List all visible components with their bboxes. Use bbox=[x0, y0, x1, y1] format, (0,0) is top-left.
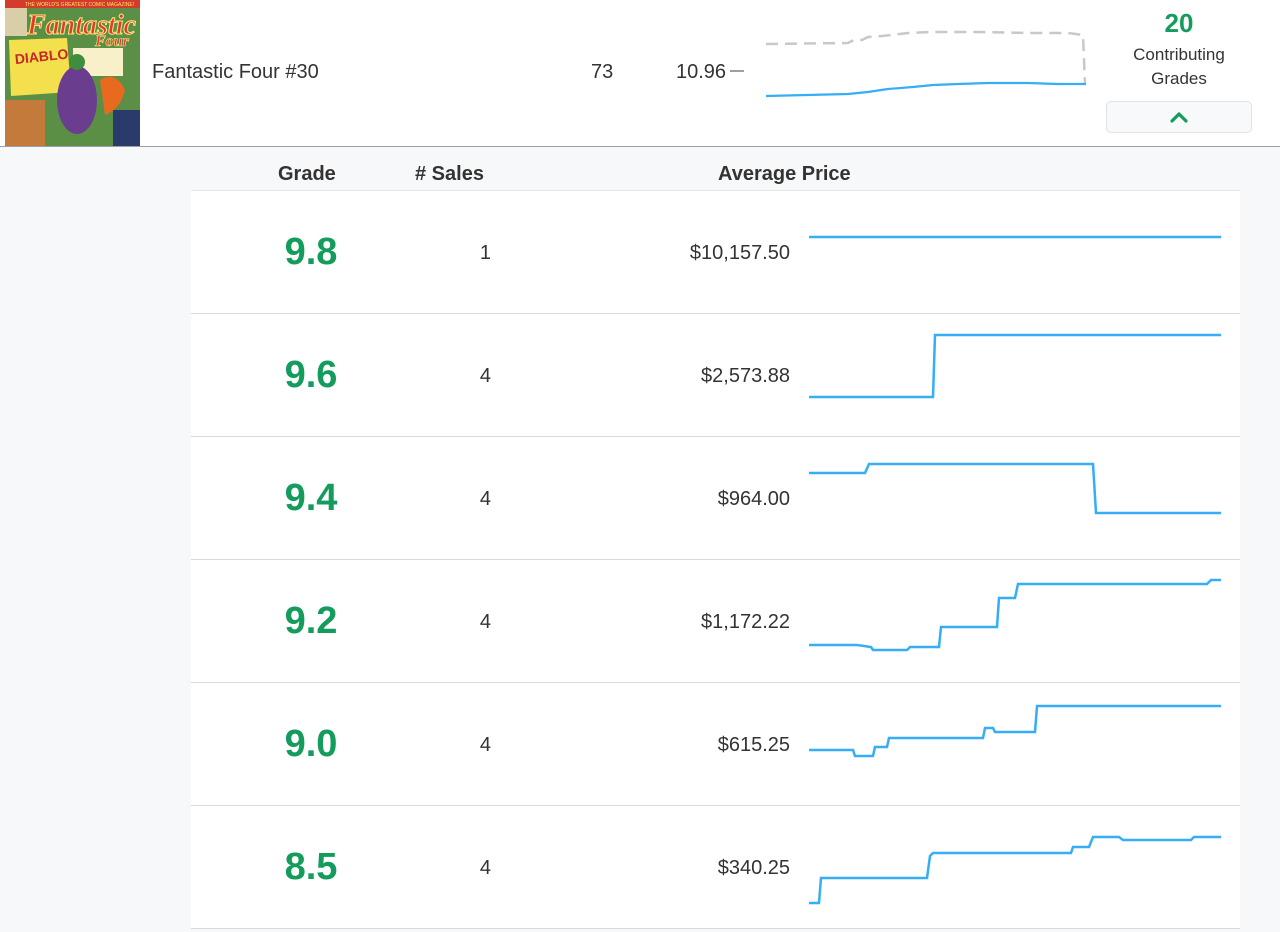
sales-count: 4 bbox=[479, 611, 491, 633]
cover-four: Four bbox=[94, 33, 130, 50]
grade-sparkline bbox=[809, 235, 1221, 239]
summary-sparkline bbox=[730, 30, 1087, 98]
grade-value: 9.6 bbox=[284, 354, 338, 396]
cover-top-banner: THE WORLD'S GREATEST COMIC MAGAZINE! bbox=[25, 2, 134, 8]
average-price: $10,157.50 bbox=[689, 242, 790, 264]
grades-table: Grade # Sales Average Price 9.8 1 $10,15… bbox=[191, 147, 1240, 932]
average-price: $1,172.22 bbox=[701, 611, 790, 633]
cover-villain: DIABLO bbox=[14, 46, 69, 68]
grade-sparkline bbox=[809, 578, 1221, 652]
grade-row[interactable]: 9.6 4 $2,573.88 bbox=[191, 314, 1240, 437]
grade-value: 8.5 bbox=[284, 846, 338, 888]
collapse-button[interactable] bbox=[1106, 101, 1252, 133]
issue-title[interactable]: Fantastic Four #30 bbox=[152, 61, 319, 83]
average-price: $615.25 bbox=[717, 734, 790, 756]
sparkline-path bbox=[809, 462, 1221, 515]
issue-count: 73 bbox=[591, 61, 614, 83]
sales-count: 4 bbox=[479, 857, 491, 879]
contributing-label: Contributing Grades bbox=[1133, 45, 1225, 88]
column-header-grade[interactable]: Grade bbox=[278, 163, 336, 185]
sparkline-path bbox=[809, 333, 1221, 399]
column-header-sales[interactable]: # Sales bbox=[415, 163, 484, 185]
cover-title: Fantastic bbox=[26, 10, 136, 41]
grade-value: 9.8 bbox=[284, 231, 338, 273]
grade-value: 9.4 bbox=[284, 477, 338, 519]
grade-row[interactable]: 9.8 1 $10,157.50 bbox=[191, 191, 1240, 314]
average-price: $964.00 bbox=[717, 488, 790, 510]
sparkline-path bbox=[809, 578, 1221, 652]
sparkline-path bbox=[809, 835, 1221, 905]
grade-value: 9.0 bbox=[284, 723, 338, 765]
grade-sparkline bbox=[809, 704, 1221, 758]
grades-table-header: Grade # Sales Average Price bbox=[191, 147, 1240, 191]
issue-summary-row[interactable]: THE WORLD'S GREATEST COMIC MAGAZINE! Fan… bbox=[0, 0, 1280, 147]
sales-count: 1 bbox=[479, 242, 491, 264]
cover-image[interactable]: THE WORLD'S GREATEST COMIC MAGAZINE! Fan… bbox=[5, 0, 140, 146]
grade-sparkline bbox=[809, 333, 1221, 399]
price-index: 10.96 bbox=[676, 61, 727, 83]
grade-row[interactable]: 9.2 4 $1,172.22 bbox=[191, 560, 1240, 683]
average-price: $2,573.88 bbox=[701, 365, 790, 387]
sparkline-path bbox=[809, 704, 1221, 758]
cover-art: THE WORLD'S GREATEST COMIC MAGAZINE! Fan… bbox=[5, 0, 140, 146]
sales-count: 4 bbox=[479, 365, 491, 387]
chevron-up-icon bbox=[1170, 112, 1188, 123]
contributing-count: 20 bbox=[1164, 8, 1194, 38]
summary-sparkline-avg bbox=[765, 81, 1086, 98]
summary-sparkline-range bbox=[765, 30, 1087, 85]
grade-row[interactable]: 8.5 4 $340.25 bbox=[191, 806, 1240, 929]
sales-count: 4 bbox=[479, 734, 491, 756]
contributing-grades: 20 Contributing Grades bbox=[1106, 8, 1252, 91]
grade-sparkline bbox=[809, 835, 1221, 905]
grade-value: 9.2 bbox=[284, 600, 338, 642]
grade-row[interactable]: 9.0 4 $615.25 bbox=[191, 683, 1240, 806]
column-header-average-price[interactable]: Average Price bbox=[718, 163, 851, 185]
sales-count: 4 bbox=[479, 488, 491, 510]
grade-row[interactable]: 9.4 4 $964.00 bbox=[191, 437, 1240, 560]
average-price: $340.25 bbox=[717, 857, 790, 879]
grade-sparkline bbox=[809, 462, 1221, 515]
